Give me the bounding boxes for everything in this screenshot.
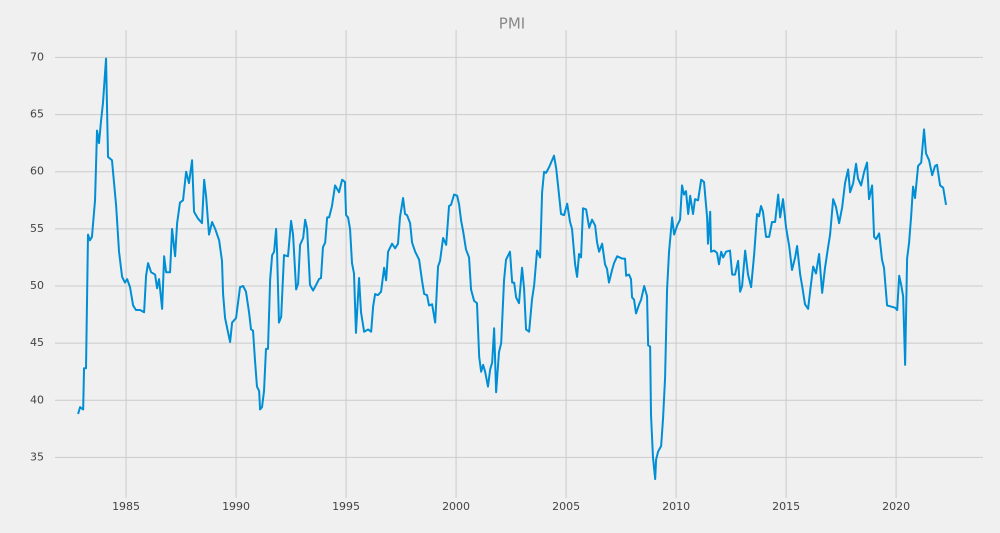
y-tick-label: 35 <box>30 450 44 463</box>
y-tick-label: 50 <box>30 279 44 292</box>
y-tick-label: 55 <box>30 222 44 235</box>
x-tick-label: 2010 <box>662 500 690 513</box>
y-tick-label: 70 <box>30 50 44 63</box>
x-tick-label: 1995 <box>332 500 360 513</box>
x-tick-label: 2015 <box>772 500 800 513</box>
x-tick-label: 2000 <box>442 500 470 513</box>
x-tick-label: 2005 <box>552 500 580 513</box>
y-tick-label: 60 <box>30 165 44 178</box>
y-tick-label: 45 <box>30 336 44 349</box>
x-tick-label: 2020 <box>882 500 910 513</box>
y-tick-label: 65 <box>30 108 44 121</box>
x-tick-label: 1985 <box>112 500 140 513</box>
y-tick-label: 40 <box>30 393 44 406</box>
chart-title: PMI <box>499 15 525 33</box>
data-line <box>77 57 948 481</box>
x-tick-label: 1990 <box>222 500 250 513</box>
